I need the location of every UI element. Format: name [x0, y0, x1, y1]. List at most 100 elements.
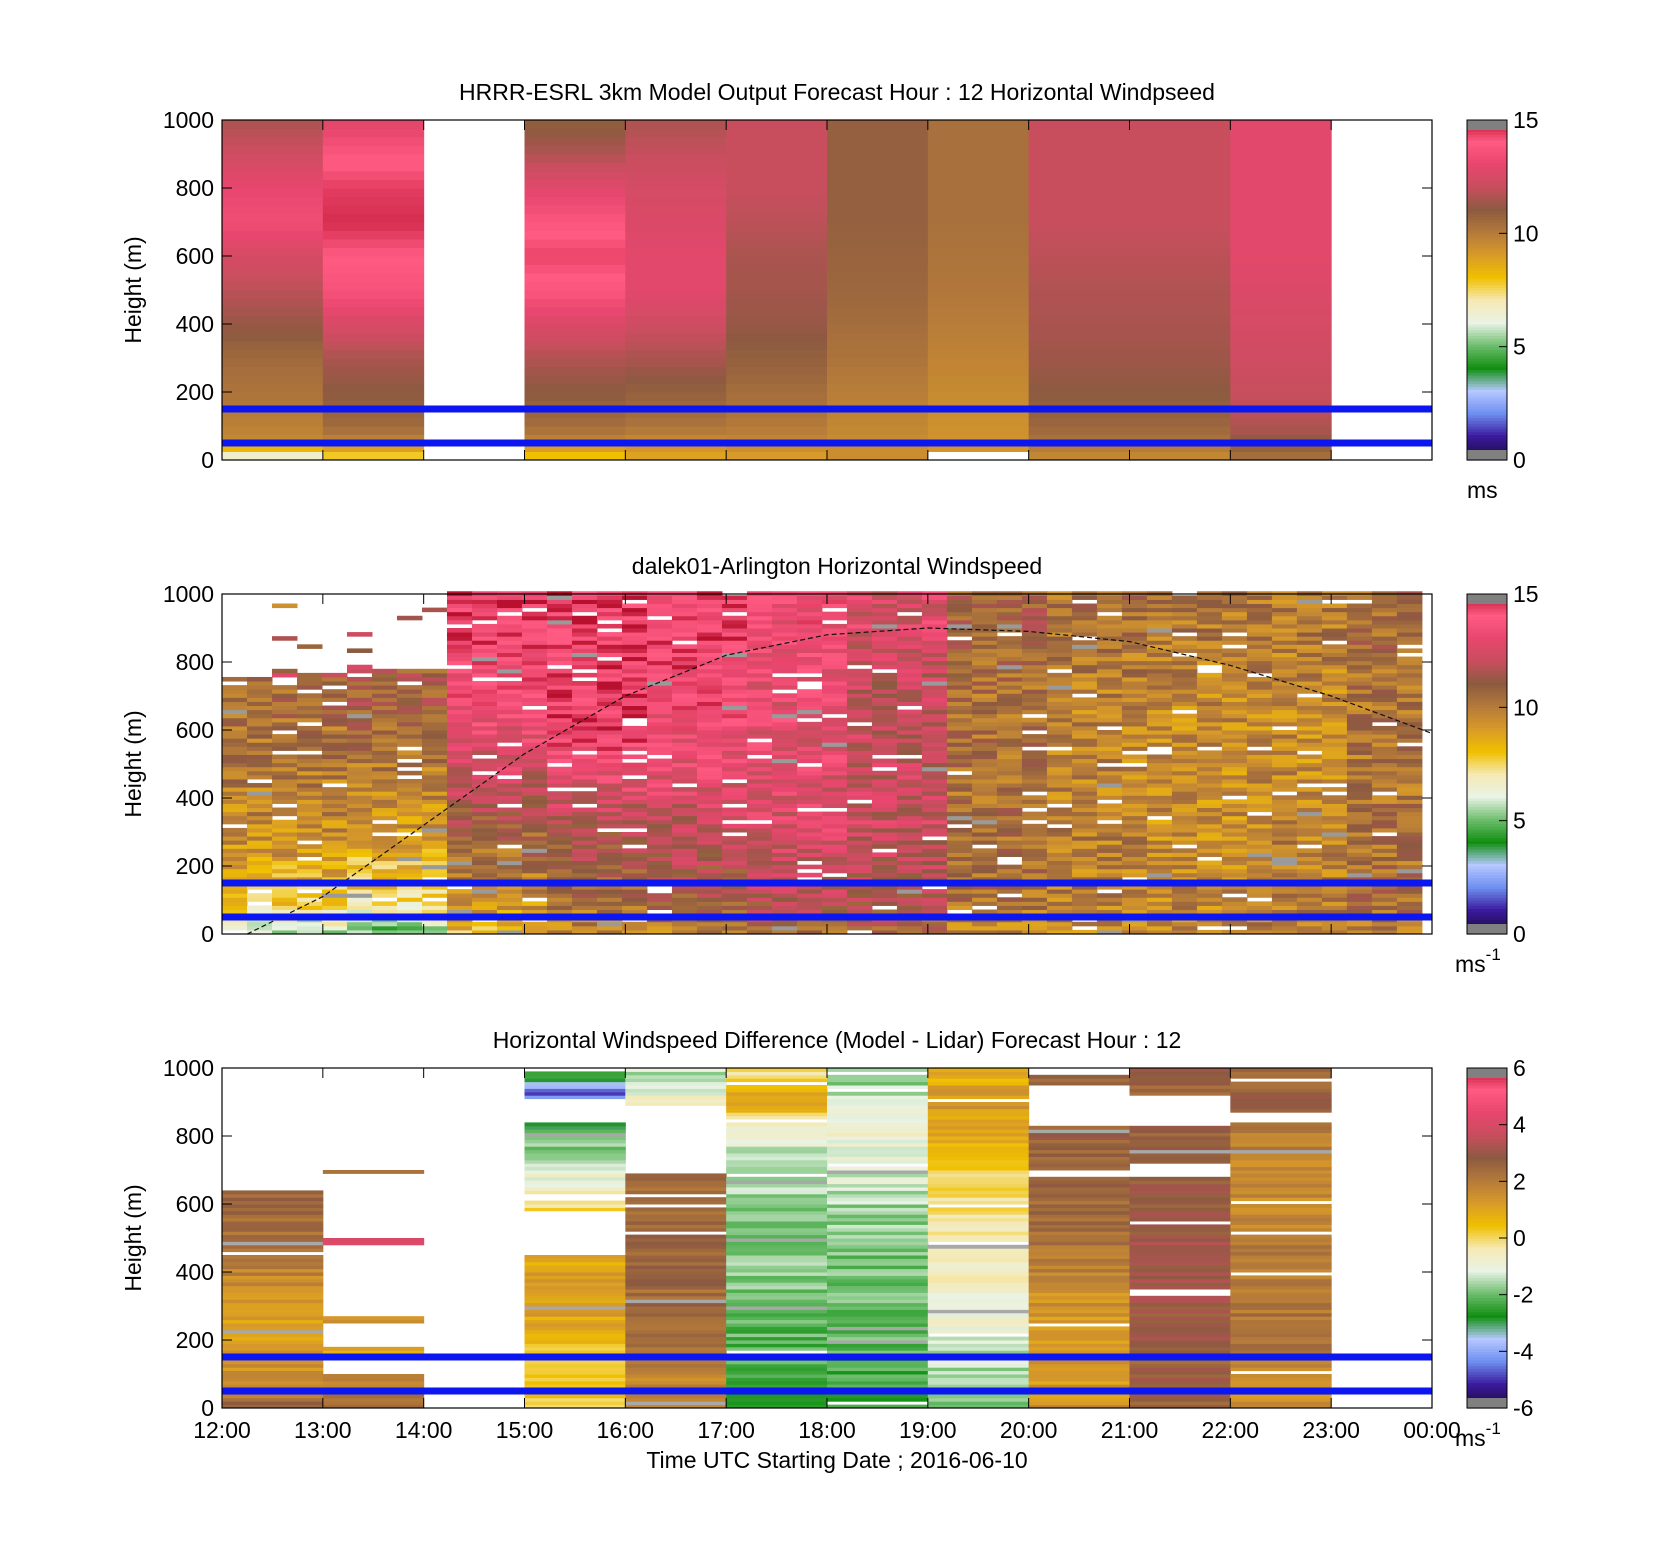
heatmap-cell — [1271, 632, 1298, 637]
heatmap-cell — [646, 868, 673, 874]
colorbar-swatch — [1467, 213, 1507, 217]
heatmap-cell — [721, 905, 748, 911]
heatmap-cell — [971, 685, 998, 690]
heatmap-cell — [571, 685, 598, 690]
heatmap-cell — [496, 840, 523, 845]
heatmap-cell — [726, 1370, 828, 1375]
heatmap-cell — [1371, 628, 1398, 633]
heatmap-cell — [596, 766, 623, 772]
heatmap-cell — [322, 1346, 425, 1351]
heatmap-cell — [896, 721, 923, 727]
heatmap-cell — [346, 836, 373, 841]
colorbar-swatch — [1467, 312, 1507, 317]
heatmap-cell — [846, 836, 873, 841]
heatmap-cell — [1346, 660, 1373, 666]
colorbar-swatch — [1467, 764, 1507, 768]
heatmap-cell — [496, 901, 523, 906]
heatmap-cell — [896, 701, 923, 707]
heatmap-cell — [846, 893, 873, 898]
heatmap-cell — [1196, 750, 1223, 755]
heatmap-cell — [1196, 885, 1223, 890]
heatmap-cell — [1071, 819, 1098, 825]
heatmap-cell — [827, 1224, 929, 1229]
heatmap-cell — [726, 366, 828, 376]
heatmap-cell — [625, 1360, 727, 1365]
colorbar-swatch — [1467, 349, 1507, 353]
heatmap-cell — [322, 400, 425, 410]
y-tick-label: 800 — [176, 649, 214, 675]
heatmap-cell — [496, 754, 523, 760]
heatmap-cell — [322, 171, 425, 180]
heatmap-cell — [1121, 832, 1148, 837]
heatmap-cell — [696, 717, 723, 723]
colorbar-swatch — [1467, 778, 1507, 782]
heatmap-cell — [371, 672, 398, 678]
heatmap-cell — [271, 860, 298, 866]
heatmap-cell — [1196, 628, 1223, 633]
heatmap-cell — [726, 1234, 828, 1239]
colorbar-swatch — [1467, 800, 1507, 805]
heatmap-cell — [496, 681, 523, 686]
heatmap-cell — [971, 921, 998, 927]
heatmap-cell — [396, 901, 423, 906]
heatmap-cell — [1346, 819, 1373, 825]
heatmap-cell — [1396, 623, 1423, 629]
heatmap-cell — [946, 730, 973, 735]
heatmap-cell — [971, 778, 998, 784]
heatmap-cell — [871, 725, 898, 731]
heatmap-cell — [621, 901, 648, 906]
heatmap-cell — [821, 885, 848, 890]
heatmap-cell — [521, 905, 548, 911]
heatmap-cell — [1396, 848, 1423, 853]
heatmap-cell — [771, 750, 798, 755]
heatmap-cell — [496, 868, 523, 874]
heatmap-cell — [1346, 783, 1373, 788]
heatmap-cell — [1129, 264, 1231, 274]
heatmap-cell — [746, 844, 773, 849]
heatmap-cell — [596, 893, 623, 898]
heatmap-cell — [446, 823, 473, 829]
heatmap-cell — [696, 770, 723, 776]
heatmap-cell — [746, 889, 773, 894]
heatmap-cell — [596, 819, 623, 825]
heatmap-cell — [322, 128, 425, 138]
heatmap-cell — [846, 644, 873, 649]
heatmap-cell — [827, 1098, 929, 1103]
heatmap-cell — [1371, 783, 1398, 788]
heatmap-cell — [726, 1163, 828, 1168]
heatmap-cell — [726, 1295, 828, 1300]
heatmap-cell — [871, 860, 898, 866]
heatmap-cell — [821, 925, 848, 931]
colorbar-swatch — [1467, 905, 1507, 910]
heatmap-cell — [1271, 734, 1298, 739]
heatmap-cell — [346, 697, 373, 702]
heatmap-cell — [296, 685, 323, 690]
heatmap-cell — [321, 815, 348, 821]
heatmap-cell — [625, 443, 727, 452]
heatmap-cell — [721, 623, 748, 629]
heatmap-cell — [1021, 864, 1048, 870]
colorbar-swatch — [1467, 397, 1507, 402]
heatmap-cell — [625, 409, 727, 418]
heatmap-cell — [796, 791, 823, 796]
heatmap-cell — [496, 811, 523, 817]
heatmap-cell — [246, 705, 273, 711]
heatmap-cell — [827, 1210, 929, 1215]
heatmap-cell — [1146, 868, 1173, 874]
heatmap-cell — [1071, 619, 1098, 625]
heatmap-cell — [471, 652, 498, 658]
colorbar-swatch — [1467, 832, 1507, 836]
colorbar-swatch — [1467, 917, 1507, 921]
heatmap-cell — [546, 819, 573, 825]
heatmap-cell — [521, 648, 548, 653]
heatmap-cell — [721, 693, 748, 698]
heatmap-cell — [1146, 640, 1173, 645]
heatmap-cell — [1028, 358, 1130, 367]
heatmap-cell — [1196, 693, 1223, 698]
heatmap-cell — [1346, 656, 1373, 662]
heatmap-cell — [1246, 660, 1273, 666]
heatmap-cell — [524, 1336, 626, 1341]
colorbar-unit-superscript: -1 — [1486, 945, 1501, 964]
heatmap-cell — [1371, 754, 1398, 760]
heatmap-cell — [1046, 762, 1073, 768]
